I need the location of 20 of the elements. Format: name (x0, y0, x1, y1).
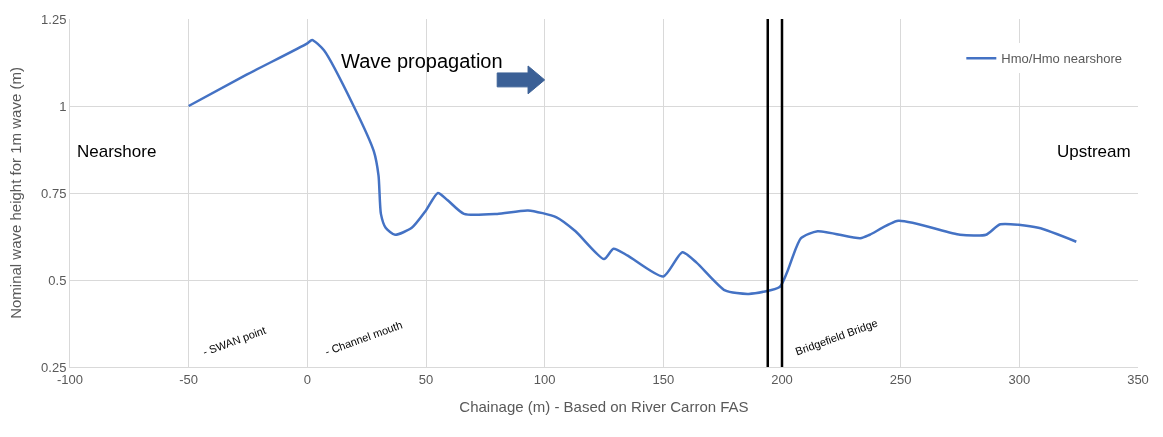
x-tick-label: 150 (652, 371, 675, 387)
x-tick-label: 50 (418, 371, 434, 387)
y-tick-label: 1 (59, 98, 67, 114)
y-tick-label: 0.75 (41, 185, 67, 201)
annotation: Wave propagation (341, 50, 503, 72)
annotation: Upstream (1057, 142, 1131, 161)
y-tick-label: 1.25 (41, 11, 67, 27)
x-tick-label: -50 (179, 371, 199, 387)
x-tick-label: 200 (771, 371, 793, 387)
legend-label: Hmo/Hmo nearshore (1001, 51, 1122, 67)
x-axis-title: Chainage (m) - Based on River Carron FAS (459, 397, 749, 415)
annotation: - SWAN point (201, 323, 268, 358)
y-axis-title: Nominal wave height for 1m wave (m) (7, 67, 25, 319)
x-tick-label: 350 (1127, 371, 1149, 387)
x-tick-label: 250 (889, 371, 912, 387)
x-tick-label: 100 (533, 371, 556, 387)
y-tick-label: 0.5 (48, 272, 67, 288)
x-tick-label: 300 (1008, 371, 1031, 387)
annotation: Nearshore (77, 142, 157, 161)
x-tick-label: 0 (303, 371, 311, 387)
